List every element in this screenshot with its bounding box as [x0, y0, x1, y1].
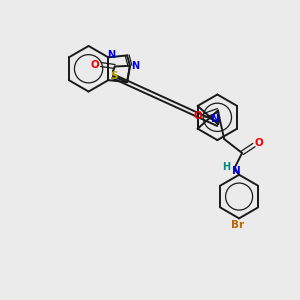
Text: O: O: [254, 138, 263, 148]
Text: N: N: [107, 50, 115, 60]
Text: Br: Br: [231, 220, 244, 230]
Text: N: N: [131, 61, 139, 71]
Text: O: O: [91, 59, 99, 70]
Text: S: S: [110, 71, 118, 81]
Text: N: N: [232, 166, 241, 176]
Text: H: H: [222, 162, 230, 172]
Text: O: O: [194, 111, 203, 122]
Text: N: N: [211, 114, 220, 124]
